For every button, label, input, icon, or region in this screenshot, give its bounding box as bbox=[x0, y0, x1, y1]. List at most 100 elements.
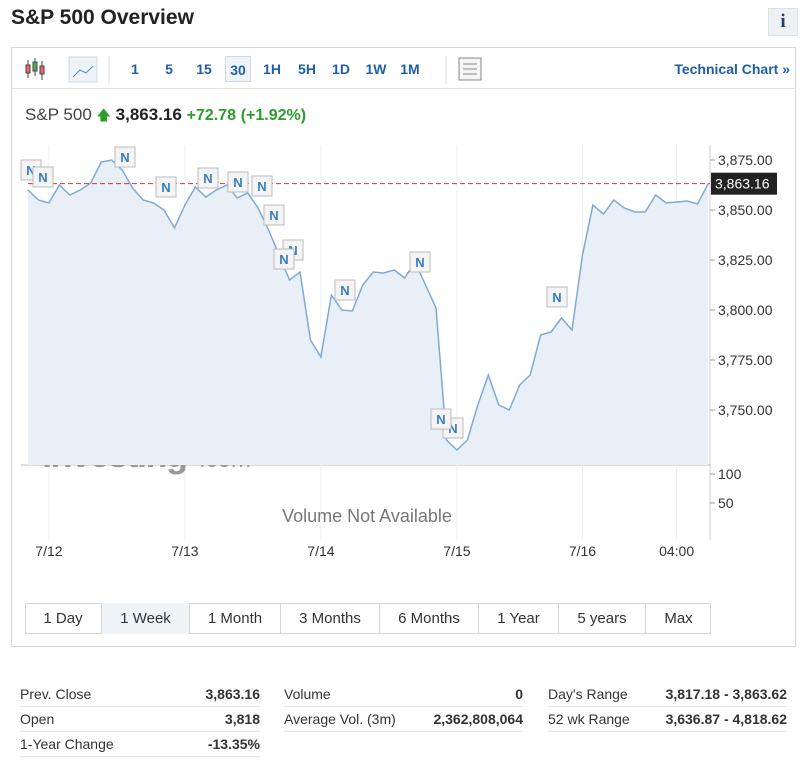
stat-value: 3,818 bbox=[224, 711, 260, 727]
news-marker[interactable]: N bbox=[32, 166, 54, 188]
stat-label: Prev. Close bbox=[20, 682, 92, 707]
stat-label: Day's Range bbox=[548, 682, 628, 707]
technical-chart-link[interactable]: Technical Chart » bbox=[674, 61, 790, 77]
x-tick-label: 7/16 bbox=[569, 543, 596, 559]
line-icon[interactable] bbox=[68, 56, 98, 83]
stat-value: 2,362,808,064 bbox=[433, 711, 523, 727]
news-box bbox=[197, 167, 219, 189]
range-button[interactable]: 1 Day bbox=[25, 603, 102, 634]
y-tick-label: 3,850.00 bbox=[718, 202, 773, 218]
quote: S&P 500 🡅 3,863.16 +72.78 (+1.92%) bbox=[25, 105, 306, 129]
volume-tick-label: 50 bbox=[718, 495, 734, 511]
y-tick-label: 3,875.00 bbox=[718, 152, 773, 168]
news-marker[interactable]: N bbox=[409, 251, 431, 273]
interval-button[interactable]: 5H bbox=[298, 61, 316, 77]
stat-row bbox=[284, 707, 523, 732]
stat-row bbox=[548, 682, 787, 707]
x-tick-label: 7/14 bbox=[307, 543, 334, 559]
x-tick-label: 7/13 bbox=[171, 543, 198, 559]
range-button[interactable]: Max bbox=[664, 610, 693, 627]
interval-button[interactable]: 30 bbox=[225, 56, 251, 82]
news-box bbox=[334, 279, 356, 301]
info-button[interactable]: i bbox=[768, 8, 798, 36]
stat-label: 52 wk Range bbox=[548, 707, 630, 732]
y-tick-label: 3,750.00 bbox=[718, 402, 773, 418]
interval-button[interactable]: 1M bbox=[400, 61, 420, 77]
news-label: N bbox=[269, 208, 278, 223]
interval-button[interactable]: 1D bbox=[332, 61, 350, 77]
range-button[interactable]: 1 Month bbox=[190, 603, 281, 634]
y-tick-label: 3,825.00 bbox=[718, 252, 773, 268]
stat-value: 0 bbox=[515, 686, 523, 702]
chart-panel bbox=[11, 47, 796, 647]
news-label: N bbox=[448, 421, 457, 436]
last-price-label: 3,863.16 bbox=[715, 176, 770, 192]
news-marker[interactable]: N bbox=[263, 204, 285, 226]
news-box bbox=[273, 248, 295, 270]
news-marker[interactable]: N bbox=[114, 146, 136, 168]
news-box bbox=[430, 408, 452, 430]
stat-row bbox=[284, 682, 523, 707]
stat-label: Average Vol. (3m) bbox=[284, 707, 396, 732]
stat-value: -13.35% bbox=[207, 736, 260, 752]
interval-button[interactable]: 1H bbox=[263, 61, 281, 77]
stat-row bbox=[20, 682, 260, 707]
stat-value: 3,863.16 bbox=[205, 686, 261, 702]
range-frame bbox=[25, 603, 711, 634]
news-label: N bbox=[257, 179, 266, 194]
interval-button[interactable]: 5 bbox=[165, 61, 173, 77]
news-box bbox=[227, 171, 249, 193]
candle-icon[interactable] bbox=[25, 58, 45, 80]
news-label: N bbox=[233, 175, 242, 190]
quote-price: 3,863.16 bbox=[115, 105, 182, 124]
news-marker[interactable]: N bbox=[227, 171, 249, 193]
news-label: N bbox=[38, 170, 47, 185]
x-tick-label: 7/15 bbox=[443, 543, 470, 559]
news-label: N bbox=[161, 180, 170, 195]
news-marker[interactable]: N bbox=[251, 175, 273, 197]
volume-note: Volume Not Available bbox=[282, 506, 452, 526]
x-tick-label: 7/12 bbox=[35, 543, 62, 559]
interval-button[interactable]: 1W bbox=[365, 61, 387, 77]
news-label: N bbox=[279, 252, 288, 267]
stat-row bbox=[548, 707, 787, 732]
stat-label: Open bbox=[20, 707, 55, 732]
range-button[interactable]: 5 years bbox=[559, 603, 646, 634]
stat-row bbox=[20, 707, 260, 732]
x-tick-label: 04:00 bbox=[659, 543, 694, 559]
range-button[interactable]: 1 Year bbox=[479, 603, 559, 634]
news-label: N bbox=[415, 255, 424, 270]
stat-value: 3,636.87 - 4,818.62 bbox=[665, 711, 787, 727]
stat-row bbox=[20, 732, 260, 757]
news-marker[interactable]: N bbox=[334, 279, 356, 301]
news-box bbox=[409, 251, 431, 273]
news-box bbox=[546, 286, 568, 308]
news-box bbox=[251, 175, 273, 197]
range-button[interactable]: 1 Week bbox=[102, 603, 190, 634]
news-marker[interactable]: N bbox=[197, 167, 219, 189]
news-label: N bbox=[203, 171, 212, 186]
line-icon-stroke bbox=[72, 65, 94, 78]
news-marker[interactable]: N bbox=[273, 248, 295, 270]
quote-change-pct: (+1.92%) bbox=[240, 107, 307, 124]
news-box bbox=[32, 166, 54, 188]
title: S&P 500 Overview bbox=[11, 6, 194, 29]
quote-name: S&P 500 bbox=[25, 105, 92, 124]
interval-button[interactable]: 1 bbox=[131, 61, 139, 77]
news-label: N bbox=[340, 283, 349, 298]
range-button[interactable]: 3 Months bbox=[281, 603, 380, 634]
news-label: N bbox=[552, 290, 561, 305]
news-marker[interactable]: N bbox=[155, 176, 177, 198]
news-marker[interactable]: N bbox=[546, 286, 568, 308]
news-label: N bbox=[120, 150, 129, 165]
news-box bbox=[263, 204, 285, 226]
interval-button[interactable]: 15 bbox=[196, 61, 212, 77]
y-tick-label: 3,800.00 bbox=[718, 302, 773, 318]
last-price-box bbox=[711, 172, 777, 195]
range-button[interactable]: 6 Months bbox=[380, 603, 479, 634]
news-marker[interactable]: N bbox=[430, 408, 452, 430]
news-label: N bbox=[436, 412, 445, 427]
volume-tick-label: 100 bbox=[718, 466, 742, 482]
stat-label: 1-Year Change bbox=[20, 732, 114, 757]
